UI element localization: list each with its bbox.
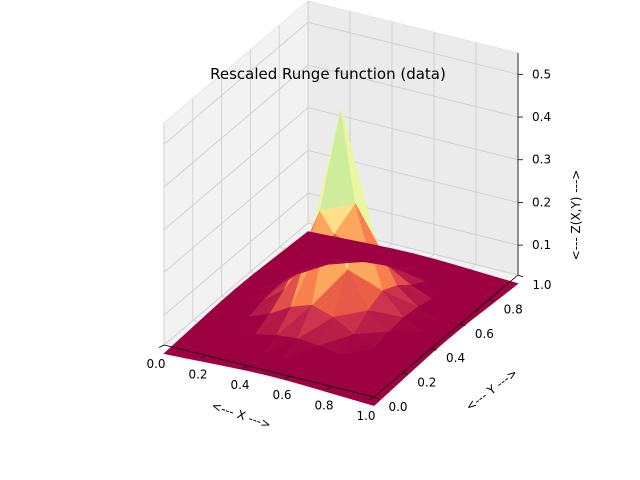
y-tick-label: 1.0 xyxy=(532,278,551,292)
z-tick-label: 0.2 xyxy=(532,195,551,209)
grid-line-z xyxy=(163,192,519,316)
y-tick-mark xyxy=(489,299,495,302)
y-tick-label: 0.8 xyxy=(504,302,523,316)
y-tick-label: 0.4 xyxy=(446,351,465,365)
surface-facet xyxy=(335,239,372,251)
surface-facet xyxy=(440,264,477,275)
grid-line-z xyxy=(163,21,519,145)
y-axis-line xyxy=(373,274,519,398)
x-tick-mark xyxy=(284,375,291,380)
y-axis-label: <--- Y ---> xyxy=(463,366,520,414)
x-axis-label: <--- X ---> xyxy=(210,399,273,432)
x-tick-label: 0.0 xyxy=(146,357,165,371)
tick-labels: 0.0 0.2 0.4 0.6 0.8 1.0 0.0 0.2 0.4 0.6 0.8 1.0 0.1 0… xyxy=(146,67,551,423)
x-tick-label: 0.6 xyxy=(272,388,291,402)
z-tick-label: 0.5 xyxy=(532,67,551,81)
y-tick-mark xyxy=(402,372,408,375)
surface-facet xyxy=(461,270,498,282)
x-tick-mark xyxy=(158,344,165,348)
z-tick-label: 0.1 xyxy=(532,238,551,252)
grid-line-z xyxy=(163,64,519,188)
y-tick-mark xyxy=(460,323,466,327)
x-axis-line xyxy=(163,344,375,398)
x-tick-label: 0.2 xyxy=(188,367,207,381)
surface-facet xyxy=(482,277,519,289)
grid-line-z xyxy=(163,107,519,231)
y-tick-mark xyxy=(431,347,437,351)
grid-line-y xyxy=(307,1,519,276)
z-tick-label: 0.3 xyxy=(532,153,551,167)
z-axis-label: <--- Z(X,Y) ---> xyxy=(569,170,583,261)
axis-lines xyxy=(163,53,519,398)
y-tick-mark xyxy=(373,396,380,400)
x-tick-mark xyxy=(200,355,207,359)
surface-facet xyxy=(377,248,414,258)
surface-facet xyxy=(419,258,456,268)
y-tick-label: 0.2 xyxy=(417,376,436,390)
y-tick-mark xyxy=(517,274,524,278)
surface-facet xyxy=(356,244,393,254)
x-tick-mark xyxy=(242,365,249,369)
surface-facet xyxy=(314,235,351,247)
x-tick-label: 0.4 xyxy=(230,378,249,392)
grid-line-z xyxy=(163,149,519,273)
surface-facet xyxy=(293,231,330,244)
z-tick-label: 0.4 xyxy=(532,110,551,124)
surface-mesh xyxy=(163,109,519,406)
y-tick-label: 0.0 xyxy=(388,400,407,414)
chart-title: Rescaled Runge function (data) xyxy=(210,65,446,83)
x-tick-label: 1.0 xyxy=(356,409,375,423)
y-tick-label: 0.6 xyxy=(475,327,494,341)
x-tick-label: 0.8 xyxy=(314,399,333,413)
x-tick-mark xyxy=(368,396,375,400)
surface-facet xyxy=(398,253,435,262)
x-tick-mark xyxy=(326,386,333,390)
